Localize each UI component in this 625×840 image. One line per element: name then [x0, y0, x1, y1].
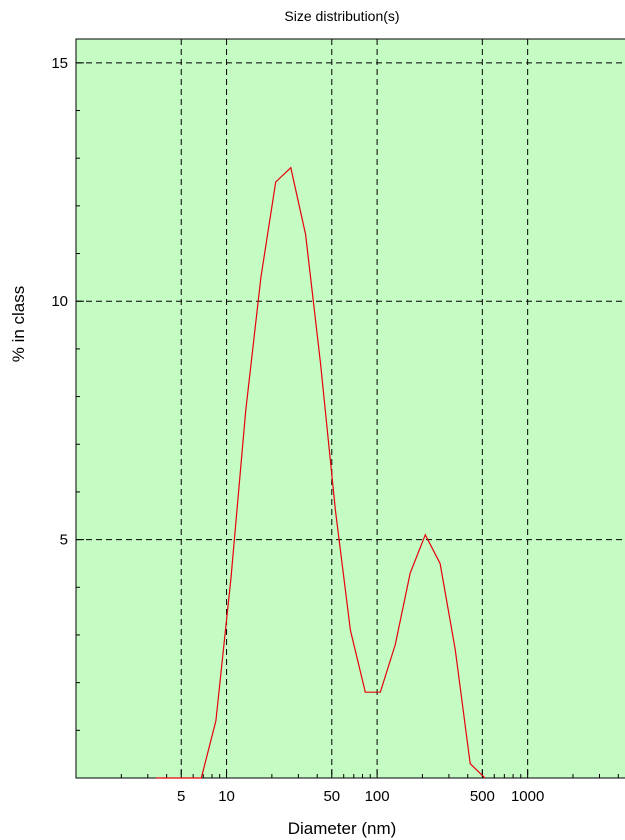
plot-area [75, 38, 625, 779]
x-tick-label: 100 [365, 788, 390, 805]
tick-labels: 5 10 50 100 500 1000 5 10 15 [51, 55, 544, 805]
series-layer [155, 166, 486, 779]
grid-lines [76, 39, 625, 778]
chart-title: Size distribution(s) [284, 8, 399, 24]
x-tick-label: 500 [470, 788, 495, 805]
y-tick-label: 15 [51, 55, 68, 72]
x-tick-label: 50 [323, 788, 340, 805]
axis-ticks [76, 62, 619, 778]
x-tick-label: 1000 [511, 788, 544, 805]
x-axis-label: Diameter (nm) [288, 819, 397, 838]
x-tick-label: 5 [177, 788, 185, 805]
y-axis-label: % in class [9, 286, 28, 363]
x-tick-label: 10 [218, 788, 235, 805]
y-tick-label: 10 [51, 293, 68, 310]
y-tick-label: 5 [60, 532, 68, 549]
